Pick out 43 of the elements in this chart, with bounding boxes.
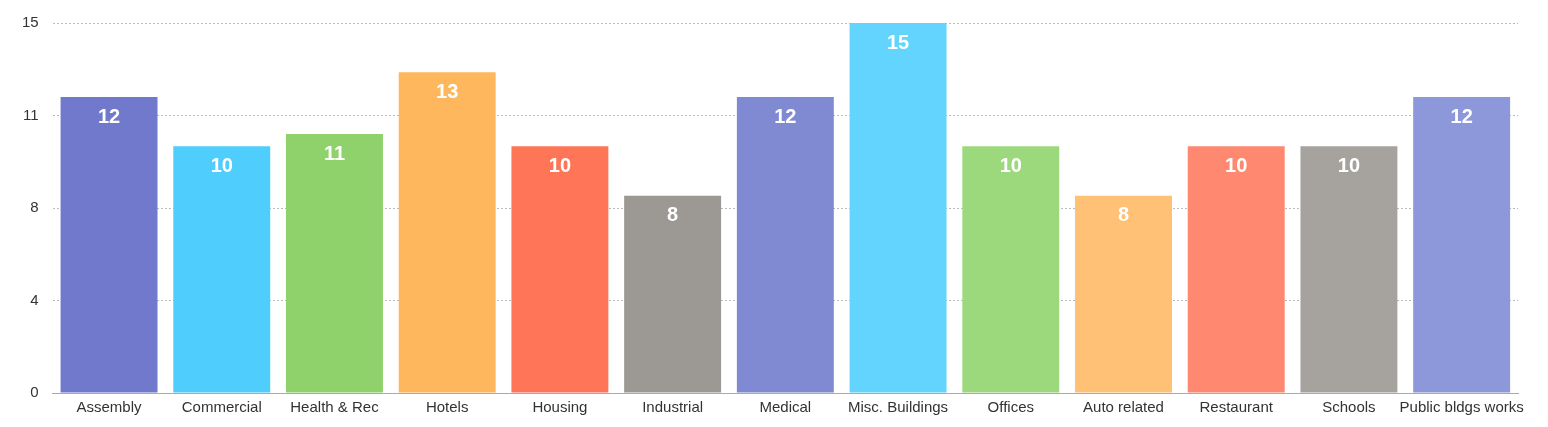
bar — [736, 97, 834, 393]
bar — [1187, 146, 1285, 393]
bar — [398, 72, 496, 393]
x-tick-label: Health & Rec — [290, 398, 380, 416]
x-tick-label: Hotels — [425, 398, 469, 416]
data-label: 12 — [774, 104, 797, 127]
x-tick-label: Auto related — [1083, 398, 1164, 416]
data-label: 10 — [548, 153, 572, 176]
y-tick-label: 11 — [23, 105, 39, 123]
bar — [624, 195, 722, 393]
y-tick-label: 15 — [22, 13, 39, 31]
data-label: 10 — [1337, 153, 1361, 176]
x-tick-label: Industrial — [642, 398, 704, 416]
bar — [962, 146, 1060, 393]
y-tick-label: 0 — [30, 383, 39, 401]
x-tick-label: Housing — [532, 398, 588, 416]
data-label: 11 — [323, 141, 346, 164]
bar — [1413, 97, 1511, 393]
data-label: 10 — [999, 153, 1022, 176]
bar — [286, 134, 383, 393]
data-label: 12 — [97, 104, 121, 127]
data-label: 15 — [886, 30, 910, 53]
y-tick-label: 4 — [30, 290, 39, 308]
data-label: 12 — [1450, 104, 1473, 127]
bar — [1075, 195, 1172, 393]
data-label: 13 — [436, 79, 459, 102]
x-tick-label: Commercial — [181, 398, 262, 416]
data-label: 8 — [1117, 203, 1130, 226]
y-tick-label: 8 — [30, 198, 39, 216]
x-tick-label: Offices — [987, 398, 1034, 416]
x-tick-label: Public bldgs works — [1399, 398, 1524, 416]
bar — [511, 146, 609, 393]
x-tick-label: Assembly — [76, 398, 143, 416]
bar — [849, 23, 947, 393]
x-tick-label: Medical — [759, 398, 812, 416]
x-tick-label: Restaurant — [1199, 398, 1274, 416]
x-tick-label: Schools — [1322, 398, 1376, 416]
data-label: 8 — [667, 203, 679, 226]
bar — [173, 146, 271, 393]
bar — [60, 97, 158, 393]
data-label: 10 — [1225, 153, 1248, 176]
data-label: 10 — [210, 153, 233, 176]
x-tick-label: Misc. Buildings — [848, 398, 949, 416]
